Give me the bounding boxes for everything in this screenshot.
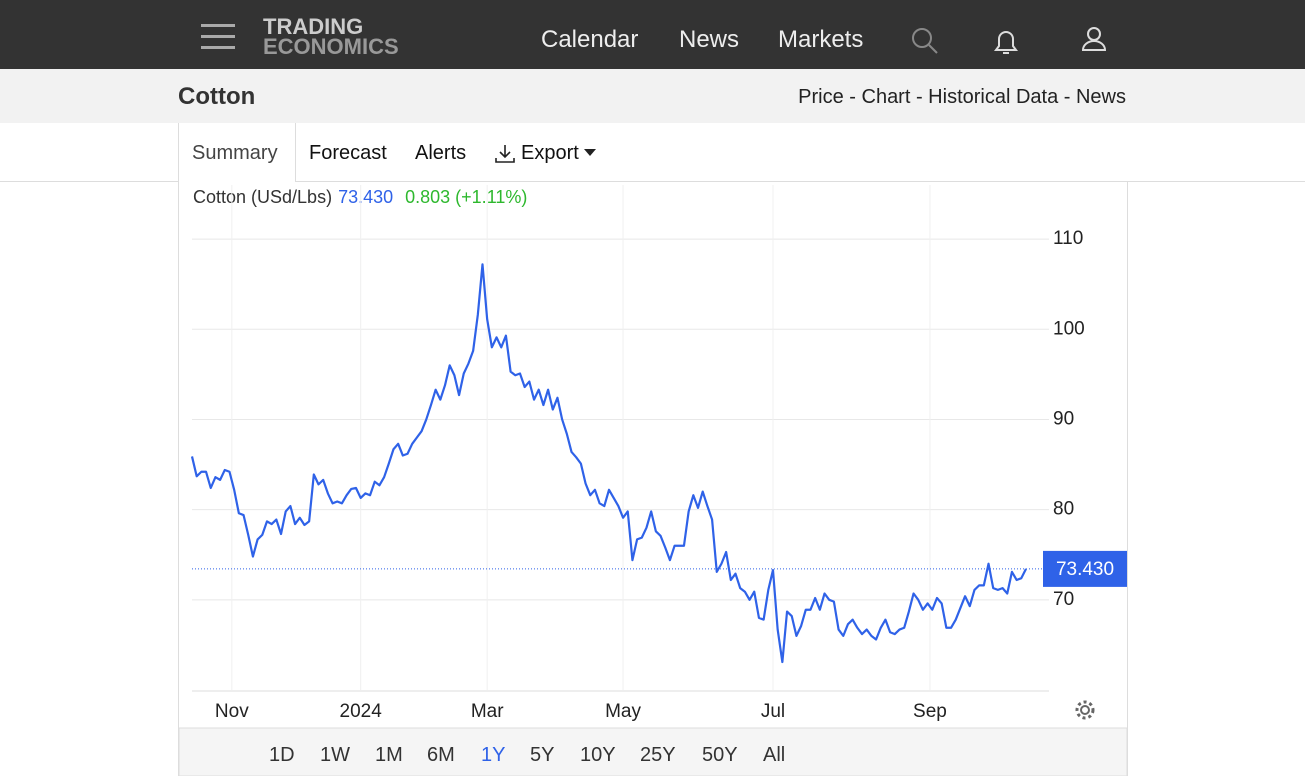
header-links[interactable]: Price - Chart - Historical Data - News (798, 86, 1126, 108)
y-tick-label: 100 (1053, 318, 1085, 339)
range-bar (179, 727, 1127, 776)
range-button[interactable]: 1M (375, 744, 403, 766)
logo-line: TRADING (263, 14, 364, 39)
y-tick-label: 70 (1053, 589, 1074, 610)
chart-title: Cotton (USd/Lbs) 73.430 0.803 (+1.11%) (193, 187, 527, 207)
logo-line: ECONOMICS (263, 34, 399, 59)
nav-link[interactable]: News (679, 26, 740, 53)
range-button[interactable]: 25Y (640, 744, 676, 766)
settings-icon[interactable] (1075, 700, 1095, 720)
chart: Cotton (USd/Lbs) 73.430 0.803 (+1.11%) 70 8… (178, 181, 1128, 776)
logo[interactable]: TRADING ECONOMICS (263, 14, 399, 59)
price-tag (1043, 550, 1127, 587)
tab[interactable]: Alerts (415, 142, 467, 164)
price-line (190, 263, 1027, 664)
tab[interactable]: Export (521, 142, 579, 164)
y-tick-label: 110 (1053, 228, 1083, 249)
legend-name: Cotton (USd/Lbs) (193, 187, 332, 207)
legend-value: 73.430 (338, 187, 393, 207)
export-icon (495, 145, 515, 163)
nav-link[interactable]: Calendar (541, 26, 639, 53)
y-tick-label: 80 (1053, 499, 1074, 520)
sub-header: Cotton Price - Chart - Historical Data -… (0, 69, 1305, 123)
nav-link[interactable]: Markets (778, 26, 864, 53)
x-tick-label: Nov (215, 701, 249, 722)
x-tick-label: 2024 (340, 701, 383, 722)
range-buttons: 1D 1W 1M 6M 1Y 5Y 10Y 25Y 50Y All (178, 728, 1126, 776)
range-button[interactable]: 10Y (580, 744, 616, 766)
range-button[interactable]: 1Y (481, 744, 506, 766)
price-tag-label: 73.430 (1056, 559, 1114, 580)
range-button[interactable]: All (763, 744, 786, 766)
legend-change: 0.803 (+1.11%) (405, 187, 527, 207)
range-button[interactable]: 6M (427, 744, 455, 766)
nav-icons[interactable] (900, 20, 1120, 60)
x-tick-label: May (605, 701, 641, 722)
menu-icon[interactable] (201, 24, 235, 49)
tab[interactable]: Summary (192, 142, 278, 164)
x-tick-label: Sep (913, 701, 947, 722)
range-button[interactable]: 1W (320, 744, 350, 766)
x-tick-label: Mar (471, 701, 504, 722)
range-button[interactable]: 1D (269, 744, 295, 766)
tabs: Summary Forecast Alerts Export (0, 123, 1305, 182)
range-button[interactable]: 5Y (530, 744, 555, 766)
navbar: TRADING ECONOMICS Calendar News Markets (0, 0, 1305, 69)
x-tick-label: Jul (761, 701, 785, 722)
range-button[interactable]: 50Y (702, 744, 738, 766)
caret (584, 149, 596, 156)
page-title: Cotton (178, 83, 256, 110)
y-tick-label: 90 (1053, 408, 1074, 429)
tab[interactable]: Forecast (309, 142, 387, 164)
